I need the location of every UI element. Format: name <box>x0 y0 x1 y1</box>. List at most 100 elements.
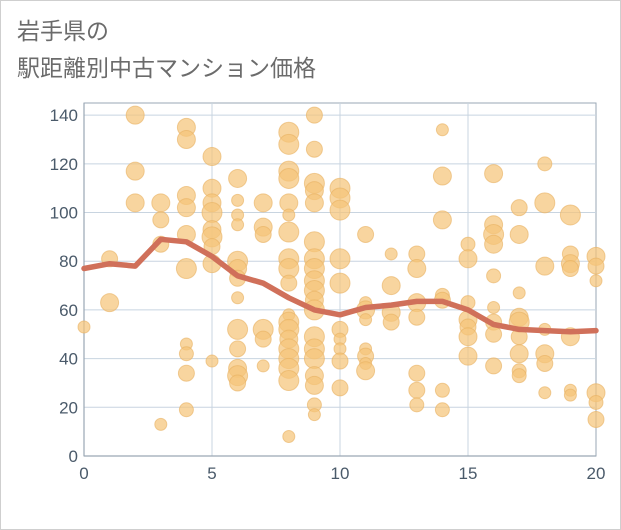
data-point <box>538 386 552 400</box>
data-point <box>231 218 245 232</box>
data-point <box>176 198 196 218</box>
data-point <box>231 193 245 207</box>
data-point <box>227 318 249 340</box>
data-point <box>305 140 323 158</box>
data-point <box>382 313 400 331</box>
chart-title-line-2: 駅距離別中古マンション価格 <box>17 56 316 82</box>
data-point <box>201 202 223 224</box>
data-point <box>329 199 351 221</box>
data-point <box>253 193 273 213</box>
data-point <box>536 354 554 372</box>
data-point <box>384 247 398 261</box>
data-point <box>409 397 425 413</box>
data-point <box>458 327 478 347</box>
data-point <box>587 257 605 275</box>
data-point <box>356 361 376 381</box>
data-point <box>357 225 375 243</box>
y-tick-label: 100 <box>50 204 78 223</box>
data-point <box>329 248 351 270</box>
data-point <box>485 325 503 343</box>
data-point <box>331 379 349 397</box>
data-point <box>487 300 501 314</box>
y-tick-label: 140 <box>50 106 78 125</box>
data-point <box>125 193 145 213</box>
data-point <box>484 164 504 184</box>
x-tick-label: 10 <box>331 464 350 483</box>
y-tick-label: 120 <box>50 155 78 174</box>
x-tick-label: 15 <box>459 464 478 483</box>
data-point <box>125 161 145 181</box>
y-tick-label: 60 <box>59 301 78 320</box>
data-point <box>229 340 247 358</box>
data-point <box>304 193 324 213</box>
data-point <box>381 276 401 296</box>
average-line <box>81 236 599 335</box>
data-point <box>434 402 450 418</box>
data-point <box>228 168 248 188</box>
data-point <box>537 156 553 172</box>
data-point <box>563 388 577 402</box>
chart-title-line-1: 岩手県の <box>17 19 109 45</box>
data-point <box>509 224 529 244</box>
data-point <box>202 147 222 167</box>
data-point <box>486 268 502 284</box>
data-point <box>175 258 197 280</box>
data-point <box>408 381 426 399</box>
data-point <box>152 211 170 229</box>
data-point <box>278 133 300 155</box>
data-point <box>484 234 504 254</box>
data-point <box>304 375 324 395</box>
data-point <box>178 346 194 362</box>
data-point <box>125 105 145 125</box>
data-point <box>331 352 349 370</box>
data-point <box>307 408 321 422</box>
data-point <box>254 225 272 243</box>
data-point <box>305 106 323 124</box>
chart-title: 岩手県の 駅距離別中古マンション価格 <box>17 14 577 88</box>
data-point <box>254 330 272 348</box>
data-point <box>278 370 300 392</box>
data-point <box>432 166 452 186</box>
y-tick-label: 0 <box>69 447 78 466</box>
data-point <box>278 167 300 189</box>
data-point <box>303 348 325 370</box>
y-tick-label: 40 <box>59 350 78 369</box>
data-point <box>458 346 478 366</box>
data-point <box>587 410 605 428</box>
data-point <box>407 259 427 279</box>
x-tick-label: 20 <box>587 464 606 483</box>
data-point <box>408 308 426 326</box>
data-point <box>535 256 555 276</box>
data-point <box>485 357 503 375</box>
data-point <box>359 313 373 327</box>
y-tick-label: 20 <box>59 398 78 417</box>
data-point <box>151 193 171 213</box>
data-point <box>434 382 450 398</box>
data-point <box>280 274 298 292</box>
data-point <box>229 374 247 392</box>
data-point <box>231 291 245 305</box>
data-point <box>510 199 528 217</box>
data-point <box>460 236 476 252</box>
data-point <box>561 260 579 278</box>
y-tick-label: 80 <box>59 252 78 271</box>
x-tick-label: 5 <box>207 464 216 483</box>
data-point <box>432 210 452 230</box>
data-point <box>511 368 527 384</box>
data-point <box>256 359 270 373</box>
data-point <box>205 354 219 368</box>
data-point <box>282 208 296 222</box>
data-point <box>509 344 529 364</box>
data-point <box>282 430 296 444</box>
data-point <box>408 364 426 382</box>
data-point <box>100 293 120 313</box>
x-tick-label: 0 <box>79 464 88 483</box>
data-point <box>154 417 168 431</box>
data-point <box>534 192 556 214</box>
data-point <box>177 364 195 382</box>
data-point <box>329 272 351 294</box>
data-point <box>435 123 449 137</box>
data-point <box>588 394 604 410</box>
data-point <box>512 286 526 300</box>
